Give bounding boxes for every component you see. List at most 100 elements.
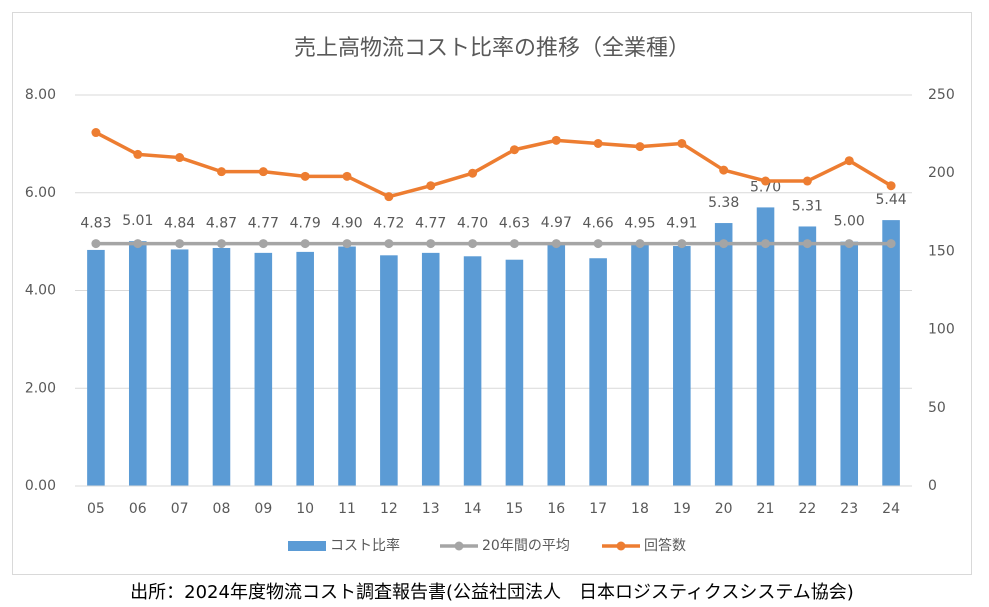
marker xyxy=(426,239,436,249)
marker xyxy=(133,149,143,159)
marker xyxy=(844,156,854,166)
marker xyxy=(258,239,268,249)
data-label: 4.83 xyxy=(80,216,111,232)
y2-tick-label: 50 xyxy=(928,400,946,416)
data-label: 4.77 xyxy=(415,216,446,232)
marker xyxy=(91,239,101,249)
data-label: 4.72 xyxy=(373,216,404,232)
marker xyxy=(175,153,185,163)
x-tick-label: 18 xyxy=(631,501,649,517)
chart-frame xyxy=(12,12,972,575)
bar xyxy=(170,249,189,486)
x-tick-label: 21 xyxy=(757,501,775,517)
marker xyxy=(802,239,812,249)
marker xyxy=(91,128,101,138)
data-label: 5.31 xyxy=(792,198,823,214)
x-tick-label: 16 xyxy=(547,501,565,517)
bar xyxy=(673,246,691,486)
source-note: 出所：2024年度物流コスト調査報告書(公益社団法人 日本ロジスティクスシステム… xyxy=(130,582,854,603)
bar xyxy=(505,259,524,486)
x-tick-label: 05 xyxy=(87,501,105,517)
x-tick-label: 08 xyxy=(213,501,231,517)
marker xyxy=(342,239,352,249)
y-tick-label: 0.00 xyxy=(25,478,56,494)
data-label: 5.01 xyxy=(122,213,153,229)
legend-swatch xyxy=(454,541,464,551)
bar xyxy=(882,220,900,486)
y-tick-label: 2.00 xyxy=(25,380,56,396)
bar xyxy=(421,252,440,486)
marker xyxy=(802,176,812,186)
marker xyxy=(593,239,603,249)
marker xyxy=(300,171,310,181)
x-tick-label: 09 xyxy=(254,501,272,517)
data-label: 5.44 xyxy=(875,192,906,208)
y-tick-label: 6.00 xyxy=(25,185,56,201)
x-tick-label: 24 xyxy=(882,501,900,517)
marker xyxy=(175,239,185,249)
bar xyxy=(756,207,775,486)
marker xyxy=(761,239,771,249)
y2-tick-label: 250 xyxy=(928,87,955,103)
x-tick-label: 11 xyxy=(338,501,356,517)
bar xyxy=(589,258,607,486)
x-tick-label: 19 xyxy=(673,501,691,517)
y2-tick-label: 150 xyxy=(928,243,955,259)
bar xyxy=(714,223,733,487)
bar xyxy=(254,252,273,486)
x-tick-label: 14 xyxy=(464,501,482,517)
data-label: 4.66 xyxy=(583,216,614,232)
marker xyxy=(635,142,645,152)
marker xyxy=(258,167,268,177)
x-tick-label: 23 xyxy=(840,501,858,517)
marker xyxy=(216,239,226,249)
bar xyxy=(463,256,482,486)
bar xyxy=(87,249,105,486)
marker xyxy=(342,171,352,181)
data-label: 4.95 xyxy=(624,216,655,232)
marker xyxy=(844,239,854,249)
marker xyxy=(719,239,729,249)
marker xyxy=(300,239,310,249)
y-tick-label: 4.00 xyxy=(25,283,56,299)
marker xyxy=(677,239,687,249)
data-label: 5.70 xyxy=(750,179,781,195)
x-tick-label: 10 xyxy=(296,501,314,517)
marker xyxy=(384,239,394,249)
x-tick-label: 07 xyxy=(171,501,189,517)
x-tick-label: 15 xyxy=(506,501,524,517)
bar xyxy=(338,246,356,486)
marker xyxy=(635,239,645,249)
data-label: 4.77 xyxy=(248,216,279,232)
x-tick-label: 13 xyxy=(422,501,440,517)
data-label: 4.87 xyxy=(206,216,237,232)
legend-label: コスト比率 xyxy=(330,537,400,554)
legend-label: 20年間の平均 xyxy=(482,538,570,554)
y2-tick-label: 0 xyxy=(928,478,937,494)
marker xyxy=(509,145,519,155)
marker xyxy=(426,181,436,191)
bar xyxy=(380,255,398,486)
marker xyxy=(677,138,687,148)
marker xyxy=(468,239,478,249)
legend-swatch xyxy=(288,541,326,551)
y2-tick-label: 100 xyxy=(928,322,955,338)
legend-label: 回答数 xyxy=(644,537,686,554)
legend-swatch xyxy=(616,541,626,551)
x-tick-label: 17 xyxy=(589,501,607,517)
marker xyxy=(509,239,519,249)
bar xyxy=(840,241,859,486)
marker xyxy=(133,239,143,249)
data-label: 4.97 xyxy=(541,215,572,231)
line xyxy=(95,130,892,199)
chart-title: 売上高物流コスト比率の推移（全業種） xyxy=(294,36,690,61)
data-label: 4.70 xyxy=(457,216,488,232)
data-label: 4.91 xyxy=(666,216,697,232)
data-label: 4.63 xyxy=(499,216,530,232)
data-label: 5.00 xyxy=(834,214,865,230)
y-tick-label: 8.00 xyxy=(25,87,56,103)
bar xyxy=(212,247,231,486)
x-tick-label: 22 xyxy=(798,501,816,517)
